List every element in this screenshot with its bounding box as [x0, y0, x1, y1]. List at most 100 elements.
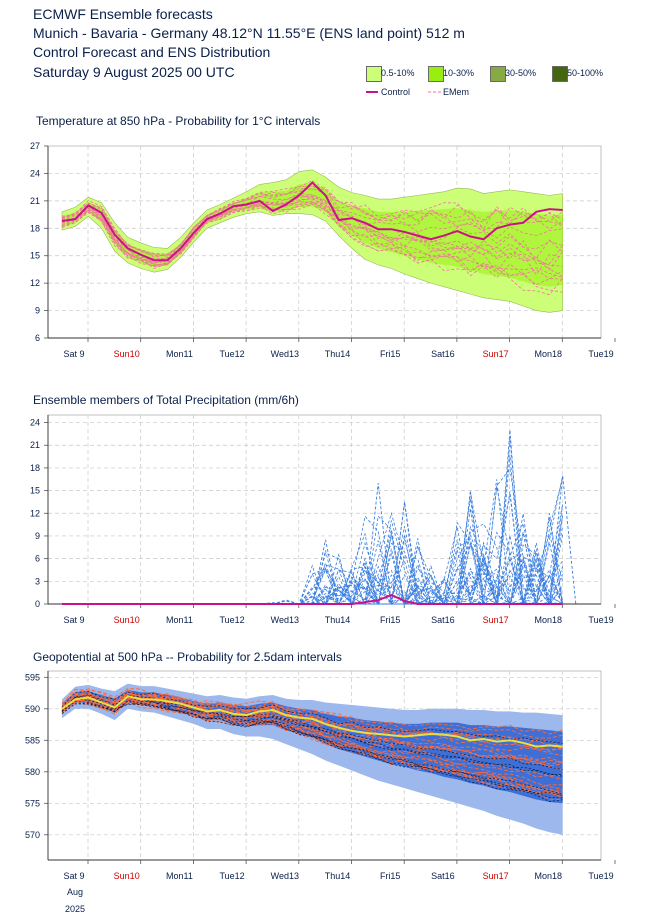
- precip-peak-line: [549, 475, 577, 605]
- precip-chart-xtick-label: Wed13: [271, 615, 299, 625]
- geo-member-line: [61, 691, 563, 750]
- temp-chart: 6 9 12 15 18 21 24 27 Sat 9 Sun10 Mon11 Tue12 Wed13 T…: [30, 141, 616, 359]
- geo-chart-ytick-label: 595: [25, 672, 40, 682]
- geo-band-outer: [62, 683, 563, 835]
- geo-member-line-dark: [61, 702, 563, 802]
- temp-chart-xtick-label: Mon11: [166, 349, 193, 359]
- precip-chart-xtick-label: Mon11: [166, 615, 193, 625]
- geo-chart-xtick-label: Sun17: [483, 871, 509, 881]
- geo-member-line: [61, 697, 563, 789]
- geo-band-inner: [62, 689, 563, 804]
- geo-chart: 570 575 580 585 590 595 Sat 9 Sun10 Mon11 Tue12 We…: [25, 670, 616, 914]
- temp-member-line: [61, 188, 563, 258]
- precip-chart-ytick-label: 12: [30, 508, 40, 518]
- precip-chart-xtick-label: Tue12: [220, 615, 245, 625]
- legend-label-1: 10-30%: [443, 68, 475, 78]
- header-date: Saturday 9 August 2025 00 UTC: [33, 64, 235, 80]
- x-year-label: 2025: [65, 904, 85, 914]
- temp-member-line: [61, 196, 563, 265]
- precip-peak-line: [535, 513, 564, 605]
- geo-member-line: [61, 698, 563, 800]
- geo-chart-xtick-label: Sat16: [431, 871, 455, 881]
- temp-chart-xtick-label: Tue19: [588, 349, 613, 359]
- temp-member-line: [61, 200, 563, 286]
- precip-chart-xtick-label: Mon18: [535, 615, 563, 625]
- geo-chart-xtick-label: Tue12: [220, 871, 245, 881]
- header-location: Munich - Bavaria - Germany 48.12°N 11.55…: [33, 25, 465, 41]
- temp-member-line: [61, 201, 563, 273]
- geo-chart-xtick-label: Thu14: [325, 871, 351, 881]
- geo-chart-ytick-label: 575: [25, 798, 40, 808]
- header-subtitle: Control Forecast and ENS Distribution: [33, 44, 271, 60]
- geo-member-line: [61, 695, 563, 781]
- geo-chart-xtick-label: Sun10: [114, 871, 140, 881]
- geo-panel-title: Geopotential at 500 hPa -- Probability f…: [33, 650, 342, 664]
- legend-swatch-2: [490, 66, 506, 82]
- precip-chart-xtick-label: Thu14: [325, 615, 351, 625]
- geo-chart-ytick-label: 590: [25, 704, 40, 714]
- temp-panel-title: Temperature at 850 hPa - Probability for…: [36, 114, 321, 128]
- precip-chart-xtick-label: Fri15: [380, 615, 401, 625]
- precip-chart-ytick-label: 15: [30, 486, 40, 496]
- precip-peak-line: [390, 501, 419, 605]
- temp-member-line: [61, 198, 563, 278]
- precip-chart-ytick-label: 6: [35, 554, 40, 564]
- temp-band-0-10: [61, 169, 563, 313]
- legend-label-0: 0.5-10%: [381, 68, 415, 78]
- geo-member-line-dark: [61, 694, 563, 777]
- precip-peak-line: [496, 430, 524, 605]
- geo-member-line: [61, 692, 563, 753]
- precip-chart-ytick-label: 0: [35, 599, 40, 609]
- precip-member-line: [62, 534, 564, 605]
- temp-band-10-30: [62, 182, 563, 287]
- geo-member-line-dark: [61, 696, 563, 776]
- precip-peak-line: [325, 553, 353, 605]
- temp-member-line: [61, 194, 563, 260]
- precip-member-line: [62, 526, 563, 606]
- temp-member-line: [61, 185, 563, 255]
- precip-chart-ytick-label: 9: [35, 531, 40, 541]
- precip-peak-line: [509, 532, 537, 605]
- precip-peak-line: [364, 482, 392, 605]
- temp-member-line: [61, 192, 563, 262]
- precip-member-line: [62, 525, 564, 606]
- temp-control-line: [61, 181, 563, 262]
- temp-chart-xtick-label: Tue12: [220, 349, 245, 359]
- precip-control-line: [62, 593, 563, 605]
- geo-member-line: [61, 697, 563, 795]
- temp-chart-ytick-label: 6: [35, 333, 40, 343]
- legend-swatch-0: [366, 66, 382, 82]
- precip-chart-ytick-label: 21: [30, 440, 40, 450]
- precip-peak-line: [351, 557, 379, 605]
- geo-chart-xtick-label: Mon18: [535, 871, 563, 881]
- precip-peak-line: [311, 539, 340, 605]
- geo-chart-xtick-label: Tue19: [588, 871, 613, 881]
- geo-control-line: [61, 695, 563, 748]
- precip-chart-ytick-label: 24: [30, 418, 40, 428]
- geo-chart-xtick-label: Sat 9: [63, 871, 84, 881]
- temp-member-line: [61, 196, 563, 276]
- legend-label-3: 50-100%: [567, 68, 604, 78]
- precip-chart-xtick-label: Sat16: [431, 615, 455, 625]
- legend-lines: [366, 91, 442, 93]
- geo-chart-xtick-label: Mon11: [166, 871, 193, 881]
- geo-member-line-dark: [61, 691, 563, 744]
- precip-chart-xtick-label: Tue19: [588, 615, 613, 625]
- precip-chart-xtick-label: Sat 9: [63, 615, 84, 625]
- precip-chart-ytick-label: 3: [35, 576, 40, 586]
- temp-member-line: [61, 204, 563, 280]
- precip-chart: 0 3 6 9 12 15 18 21 24 Sat 9 Sun10 Mon11 Tue12 Wed13 T…: [30, 414, 616, 625]
- legend-swatch-1: [428, 66, 444, 82]
- temp-chart-xtick-label: Mon18: [535, 349, 563, 359]
- geo-member-line-dark: [61, 703, 563, 799]
- temp-chart-ytick-label: 12: [30, 278, 40, 288]
- legend: 0.5-10% 10-30% 30-50% 50-100% Control EM…: [362, 64, 642, 104]
- geo-chart-xtick-label: Wed13: [271, 871, 299, 881]
- geo-member-line: [61, 692, 563, 750]
- precip-chart-xtick-label: Sun10: [114, 615, 140, 625]
- precip-member-line: [62, 531, 563, 606]
- temp-chart-ytick-label: 24: [30, 168, 40, 178]
- geo-member-line: [61, 699, 563, 799]
- precip-chart-xtick-label: Sun17: [483, 615, 509, 625]
